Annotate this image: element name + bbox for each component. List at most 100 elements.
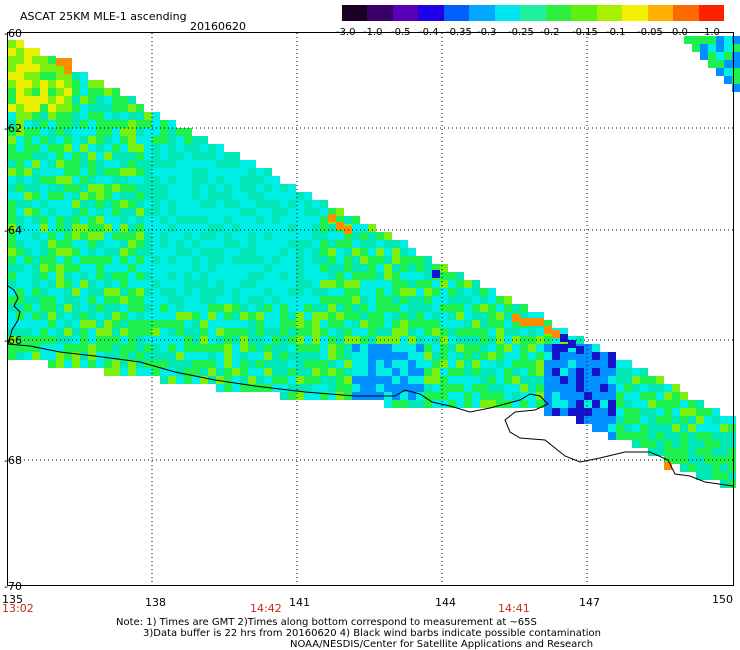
swath-cell [56, 352, 64, 360]
swath-cell [544, 384, 552, 392]
swath-cell [400, 240, 408, 248]
swath-cell [624, 392, 632, 400]
swath-cell [184, 360, 192, 368]
swath-cell [256, 384, 264, 392]
swath-cell [32, 240, 40, 248]
swath-cell [304, 312, 312, 320]
swath-cell [608, 424, 616, 432]
swath-cell [288, 240, 296, 248]
swath-cell [56, 224, 64, 232]
swath-cell [208, 288, 216, 296]
swath-cell [248, 176, 256, 184]
swath-cell [440, 384, 448, 392]
swath-cell [184, 368, 192, 376]
swath-cell [96, 224, 104, 232]
swath-cell [144, 224, 152, 232]
swath-cell [104, 320, 112, 328]
swath-cell [336, 392, 344, 400]
swath-cell [40, 208, 48, 216]
swath-cell [408, 272, 416, 280]
swath-cell [16, 272, 24, 280]
swath-cell [716, 52, 724, 60]
swath-cell [360, 344, 368, 352]
swath-cell [672, 384, 680, 392]
swath-cell [232, 368, 240, 376]
swath-cell [432, 320, 440, 328]
swath-cell [160, 144, 168, 152]
swath-cell [136, 120, 144, 128]
swath-cell [48, 152, 56, 160]
swath-cell [376, 304, 384, 312]
swath-cell [464, 320, 472, 328]
swath-cell [656, 392, 664, 400]
swath-cell [704, 440, 712, 448]
swath-cell [128, 344, 136, 352]
swath-cell [160, 248, 168, 256]
swath-cell [696, 440, 704, 448]
swath-cell [8, 192, 16, 200]
swath-cells [8, 36, 740, 488]
swath-cell [528, 318, 536, 326]
swath-cell [56, 104, 64, 112]
swath-cell [328, 224, 336, 232]
swath-cell [72, 128, 80, 136]
swath-cell [96, 88, 104, 96]
swath-cell [432, 360, 440, 368]
swath-cell [64, 58, 72, 66]
swath-cell [120, 280, 128, 288]
swath-cell [536, 312, 544, 320]
swath-cell [72, 280, 80, 288]
swath-cell [32, 224, 40, 232]
swath-cell [120, 208, 128, 216]
swath-cell [16, 112, 24, 120]
swath-cell [88, 240, 96, 248]
swath-cell [96, 176, 104, 184]
swath-cell [648, 440, 656, 448]
swath-cell [152, 352, 160, 360]
swath-cell [376, 320, 384, 328]
swath-cell [312, 384, 320, 392]
swath-cell [456, 376, 464, 384]
swath-cell [128, 200, 136, 208]
swath-cell [424, 312, 432, 320]
swath-cell [480, 320, 488, 328]
swath-cell [336, 240, 344, 248]
swath-cell [344, 216, 352, 224]
swath-cell [688, 464, 696, 472]
swath-cell [24, 312, 32, 320]
swath-cell [656, 424, 664, 432]
swath-cell [144, 288, 152, 296]
swath-cell [328, 214, 336, 222]
swath-cell [320, 352, 328, 360]
swath-cell [88, 272, 96, 280]
swath-cell [144, 216, 152, 224]
lon-label: 150 [712, 593, 733, 606]
swath-cell [448, 352, 456, 360]
swath-cell [264, 240, 272, 248]
swath-cell [724, 76, 732, 84]
swath-cell [72, 312, 80, 320]
swath-cell [288, 248, 296, 256]
swath-cell [688, 424, 696, 432]
swath-cell [216, 320, 224, 328]
swath-cell [120, 368, 128, 376]
colorbar-tick-label: -0.2 [540, 27, 560, 38]
swath-cell [296, 240, 304, 248]
swath-cell [112, 176, 120, 184]
swath-cell [376, 288, 384, 296]
swath-cell [144, 160, 152, 168]
swath-cell [328, 320, 336, 328]
swath-cell [528, 392, 536, 400]
swath-cell [520, 352, 528, 360]
swath-cell [240, 160, 248, 168]
swath-cell [184, 168, 192, 176]
swath-cell [216, 160, 224, 168]
swath-cell [520, 328, 528, 336]
swath-cell [88, 96, 96, 104]
swath-cell [232, 176, 240, 184]
swath-cell [8, 104, 16, 112]
swath-cell [56, 80, 64, 88]
swath-cell [304, 296, 312, 304]
swath-cell [160, 184, 168, 192]
swath-cell [408, 296, 416, 304]
